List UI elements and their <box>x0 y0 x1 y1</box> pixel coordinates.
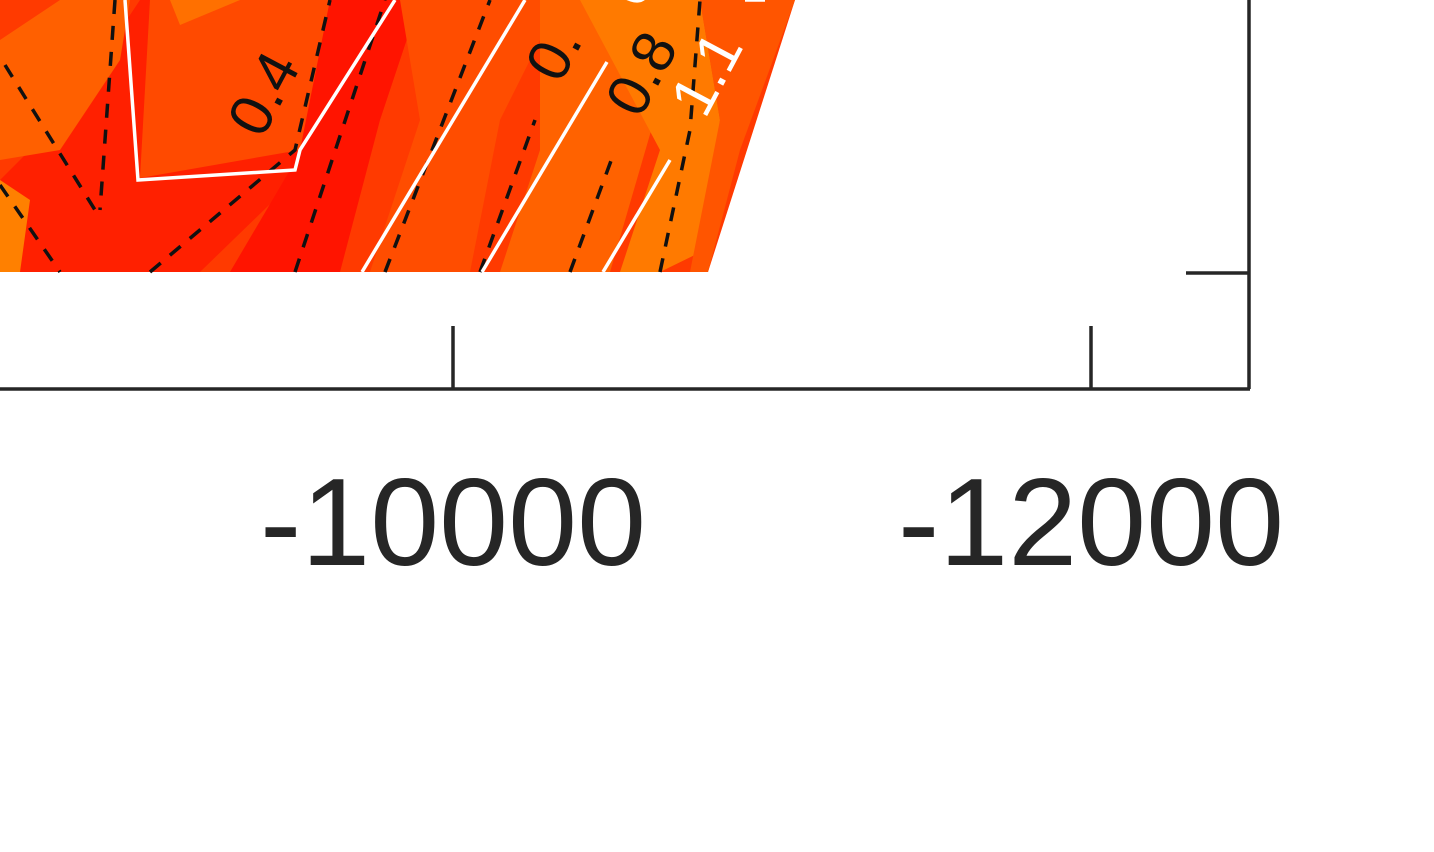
contour-fill-left-light <box>0 180 30 272</box>
contour-fill-left-orange <box>0 0 130 160</box>
contour-fill-edge <box>690 0 795 272</box>
contour-fill-deep-red <box>230 0 420 272</box>
x-tick-labels: -10000 -12000 <box>260 454 1284 592</box>
solid-contour-line <box>360 0 527 273</box>
axes <box>0 0 1251 391</box>
contour-fill-inner-light <box>170 0 240 25</box>
dashed-contour-line <box>0 184 62 273</box>
solid-contour-line <box>123 0 397 182</box>
dashed-contour-line <box>148 0 332 274</box>
dashed-contour-line <box>568 149 617 273</box>
dashed-contour-line <box>293 0 387 273</box>
dashed-contour-line <box>3 64 97 211</box>
x-tick-label: -12000 <box>898 454 1284 592</box>
x-tick-label: -10000 <box>260 454 646 592</box>
contour-fill-inner-orange <box>140 0 330 178</box>
contour-fill-light-orange <box>580 0 720 272</box>
contour-fill-group <box>0 0 795 272</box>
solid-contour-line <box>480 61 609 273</box>
dashed-contour-lines <box>0 0 702 274</box>
dashed-contour-line <box>98 0 117 211</box>
solid-contour-lines <box>123 0 765 273</box>
dashed-contour-line <box>478 119 537 273</box>
contour-fill-orange-band <box>370 0 560 272</box>
solid-contour-line <box>601 159 672 273</box>
dashed-contour-line <box>383 0 492 273</box>
